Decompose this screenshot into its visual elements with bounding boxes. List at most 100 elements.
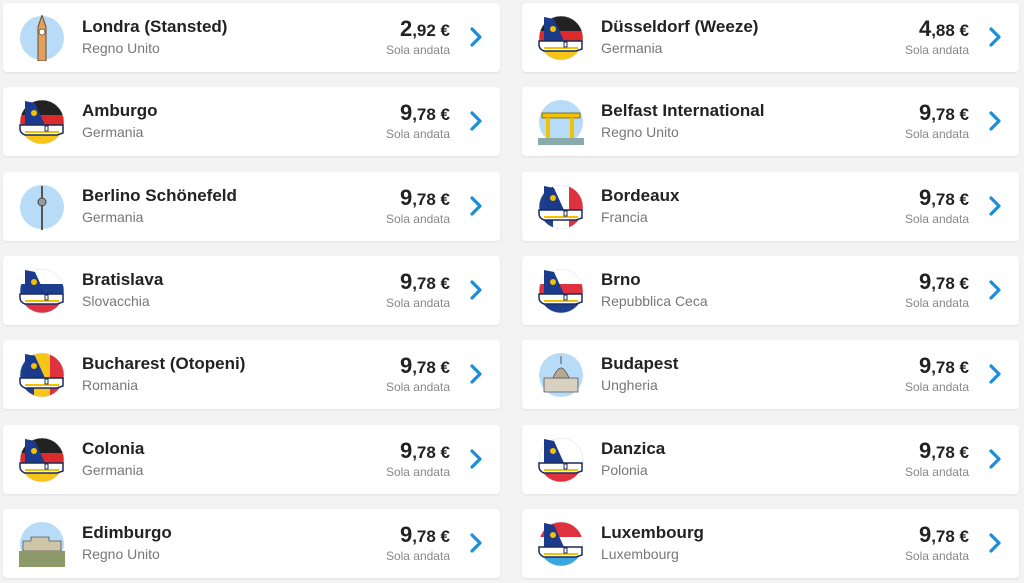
price: 9,78 € [400, 269, 450, 295]
price-integer: 9 [918, 521, 932, 547]
destination-country: Regno Unito [82, 40, 160, 56]
plane-tail-flag-icon [538, 437, 584, 482]
parliament-icon [539, 353, 583, 398]
destination-card[interactable]: Bordeaux Francia 9,78 € Sola andata [522, 171, 1019, 241]
one-way-label: Sola andata [904, 548, 969, 563]
plane-tail-flag-icon [538, 268, 584, 314]
chevron-right-icon[interactable] [468, 194, 484, 218]
price: 9,78 € [919, 522, 969, 548]
price: 9,78 € [400, 438, 450, 464]
chevron-right-icon[interactable] [987, 531, 1003, 555]
chevron-right-icon[interactable] [987, 278, 1003, 302]
destination-city: Düsseldorf (Weeze) [601, 17, 759, 36]
destination-city: Danzica [601, 438, 666, 458]
price: 9,78 € [919, 438, 969, 464]
chevron-right-icon[interactable] [987, 25, 1003, 49]
one-way-label: Sola andata [904, 464, 969, 479]
price: 9,78 € [400, 185, 450, 211]
price-integer: 2 [399, 16, 413, 41]
destination-city: Berlino Schönefeld [82, 185, 237, 205]
price-decimals: ,78 € [412, 442, 450, 462]
tv-tower-icon [20, 184, 64, 230]
destination-card[interactable]: Düsseldorf (Weeze) Germania 4,88 € Sola … [522, 3, 1019, 72]
destination-city: Londra (Stansted) [82, 17, 228, 36]
price: 4,88 € [919, 16, 969, 42]
one-way-label: Sola andata [385, 295, 450, 310]
price-integer: 9 [399, 268, 413, 294]
price-decimals: ,88 € [931, 21, 969, 40]
destination-card[interactable]: Belfast International Regno Unito 9,78 €… [522, 87, 1019, 157]
chevron-right-icon[interactable] [468, 109, 484, 133]
destination-city: Brno [601, 269, 641, 289]
destination-city: Bratislava [82, 269, 164, 289]
plane-tail-flag-icon [19, 100, 65, 145]
chevron-right-icon[interactable] [468, 25, 484, 49]
destination-country: Regno Unito [601, 124, 679, 141]
destination-card[interactable]: Colonia Germania 9,78 € Sola andata [3, 424, 500, 494]
price-decimals: ,78 € [931, 526, 969, 546]
price-integer: 9 [918, 437, 932, 463]
price-integer: 9 [918, 100, 932, 126]
price-integer: 4 [918, 16, 932, 41]
plane-tail-flag-icon [19, 437, 65, 482]
chevron-right-icon[interactable] [468, 447, 484, 471]
destination-country: Regno Unito [82, 545, 160, 562]
chevron-right-icon[interactable] [468, 362, 484, 386]
destination-card[interactable]: Edimburgo Regno Unito 9,78 € Sola andata [3, 508, 500, 578]
price: 9,78 € [919, 100, 969, 126]
price: 9,78 € [919, 353, 969, 379]
price-integer: 9 [399, 437, 413, 463]
destination-country: Repubblica Ceca [601, 292, 708, 309]
price-decimals: ,78 € [931, 105, 969, 125]
one-way-label: Sola andata [904, 295, 969, 310]
price-integer: 9 [399, 353, 413, 379]
price: 9,78 € [400, 100, 450, 126]
destination-city: Budapest [601, 354, 679, 374]
destination-card[interactable]: Londra (Stansted) Regno Unito 2,92 € Sol… [3, 3, 500, 72]
destination-country: Germania [601, 40, 663, 56]
destination-card[interactable]: Amburgo Germania 9,78 € Sola andata [3, 87, 500, 157]
price-integer: 9 [399, 100, 413, 126]
one-way-label: Sola andata [385, 380, 450, 395]
price-decimals: ,78 € [412, 189, 450, 209]
destination-country: Romania [82, 377, 139, 394]
price: 9,78 € [919, 269, 969, 295]
destination-country: Francia [601, 208, 648, 225]
price-decimals: ,78 € [412, 273, 450, 293]
destination-card[interactable]: Berlino Schönefeld Germania 9,78 € Sola … [3, 171, 500, 241]
destination-country: Germania [82, 208, 144, 225]
destination-card[interactable]: Brno Repubblica Ceca 9,78 € Sola andata [522, 255, 1019, 325]
destination-country: Germania [82, 124, 144, 141]
price-decimals: ,78 € [931, 442, 969, 462]
destination-country: Germania [82, 461, 144, 478]
destination-country: Ungheria [601, 377, 658, 394]
destination-country: Polonia [601, 461, 648, 478]
chevron-right-icon[interactable] [987, 109, 1003, 133]
chevron-right-icon[interactable] [468, 531, 484, 555]
price-integer: 9 [399, 521, 413, 547]
price-decimals: ,78 € [412, 526, 450, 546]
price: 9,78 € [919, 185, 969, 211]
plane-tail-flag-icon [538, 521, 584, 567]
chevron-right-icon[interactable] [987, 194, 1003, 218]
destination-card[interactable]: Bratislava Slovacchia 9,78 € Sola andata [3, 255, 500, 325]
destination-city: Edimburgo [82, 522, 172, 542]
chevron-right-icon[interactable] [987, 362, 1003, 386]
price-integer: 9 [399, 184, 413, 210]
destination-city: Luxembourg [601, 522, 704, 542]
price: 2,92 € [400, 16, 450, 42]
destination-country: Slovacchia [82, 292, 150, 309]
destination-card[interactable]: Bucharest (Otopeni) Romania 9,78 € Sola … [3, 340, 500, 410]
one-way-label: Sola andata [385, 43, 450, 57]
chevron-right-icon[interactable] [468, 278, 484, 302]
chevron-right-icon[interactable] [987, 447, 1003, 471]
one-way-label: Sola andata [904, 380, 969, 395]
destination-card[interactable]: Danzica Polonia 9,78 € Sola andata [522, 424, 1019, 494]
price-decimals: ,78 € [931, 273, 969, 293]
price-integer: 9 [918, 184, 932, 210]
one-way-label: Sola andata [385, 127, 450, 142]
destination-city: Colonia [82, 438, 145, 458]
destination-card[interactable]: Budapest Ungheria 9,78 € Sola andata [522, 340, 1019, 410]
price-decimals: ,78 € [412, 105, 450, 125]
destination-card[interactable]: Luxembourg Luxembourg 9,78 € Sola andata [522, 508, 1019, 578]
